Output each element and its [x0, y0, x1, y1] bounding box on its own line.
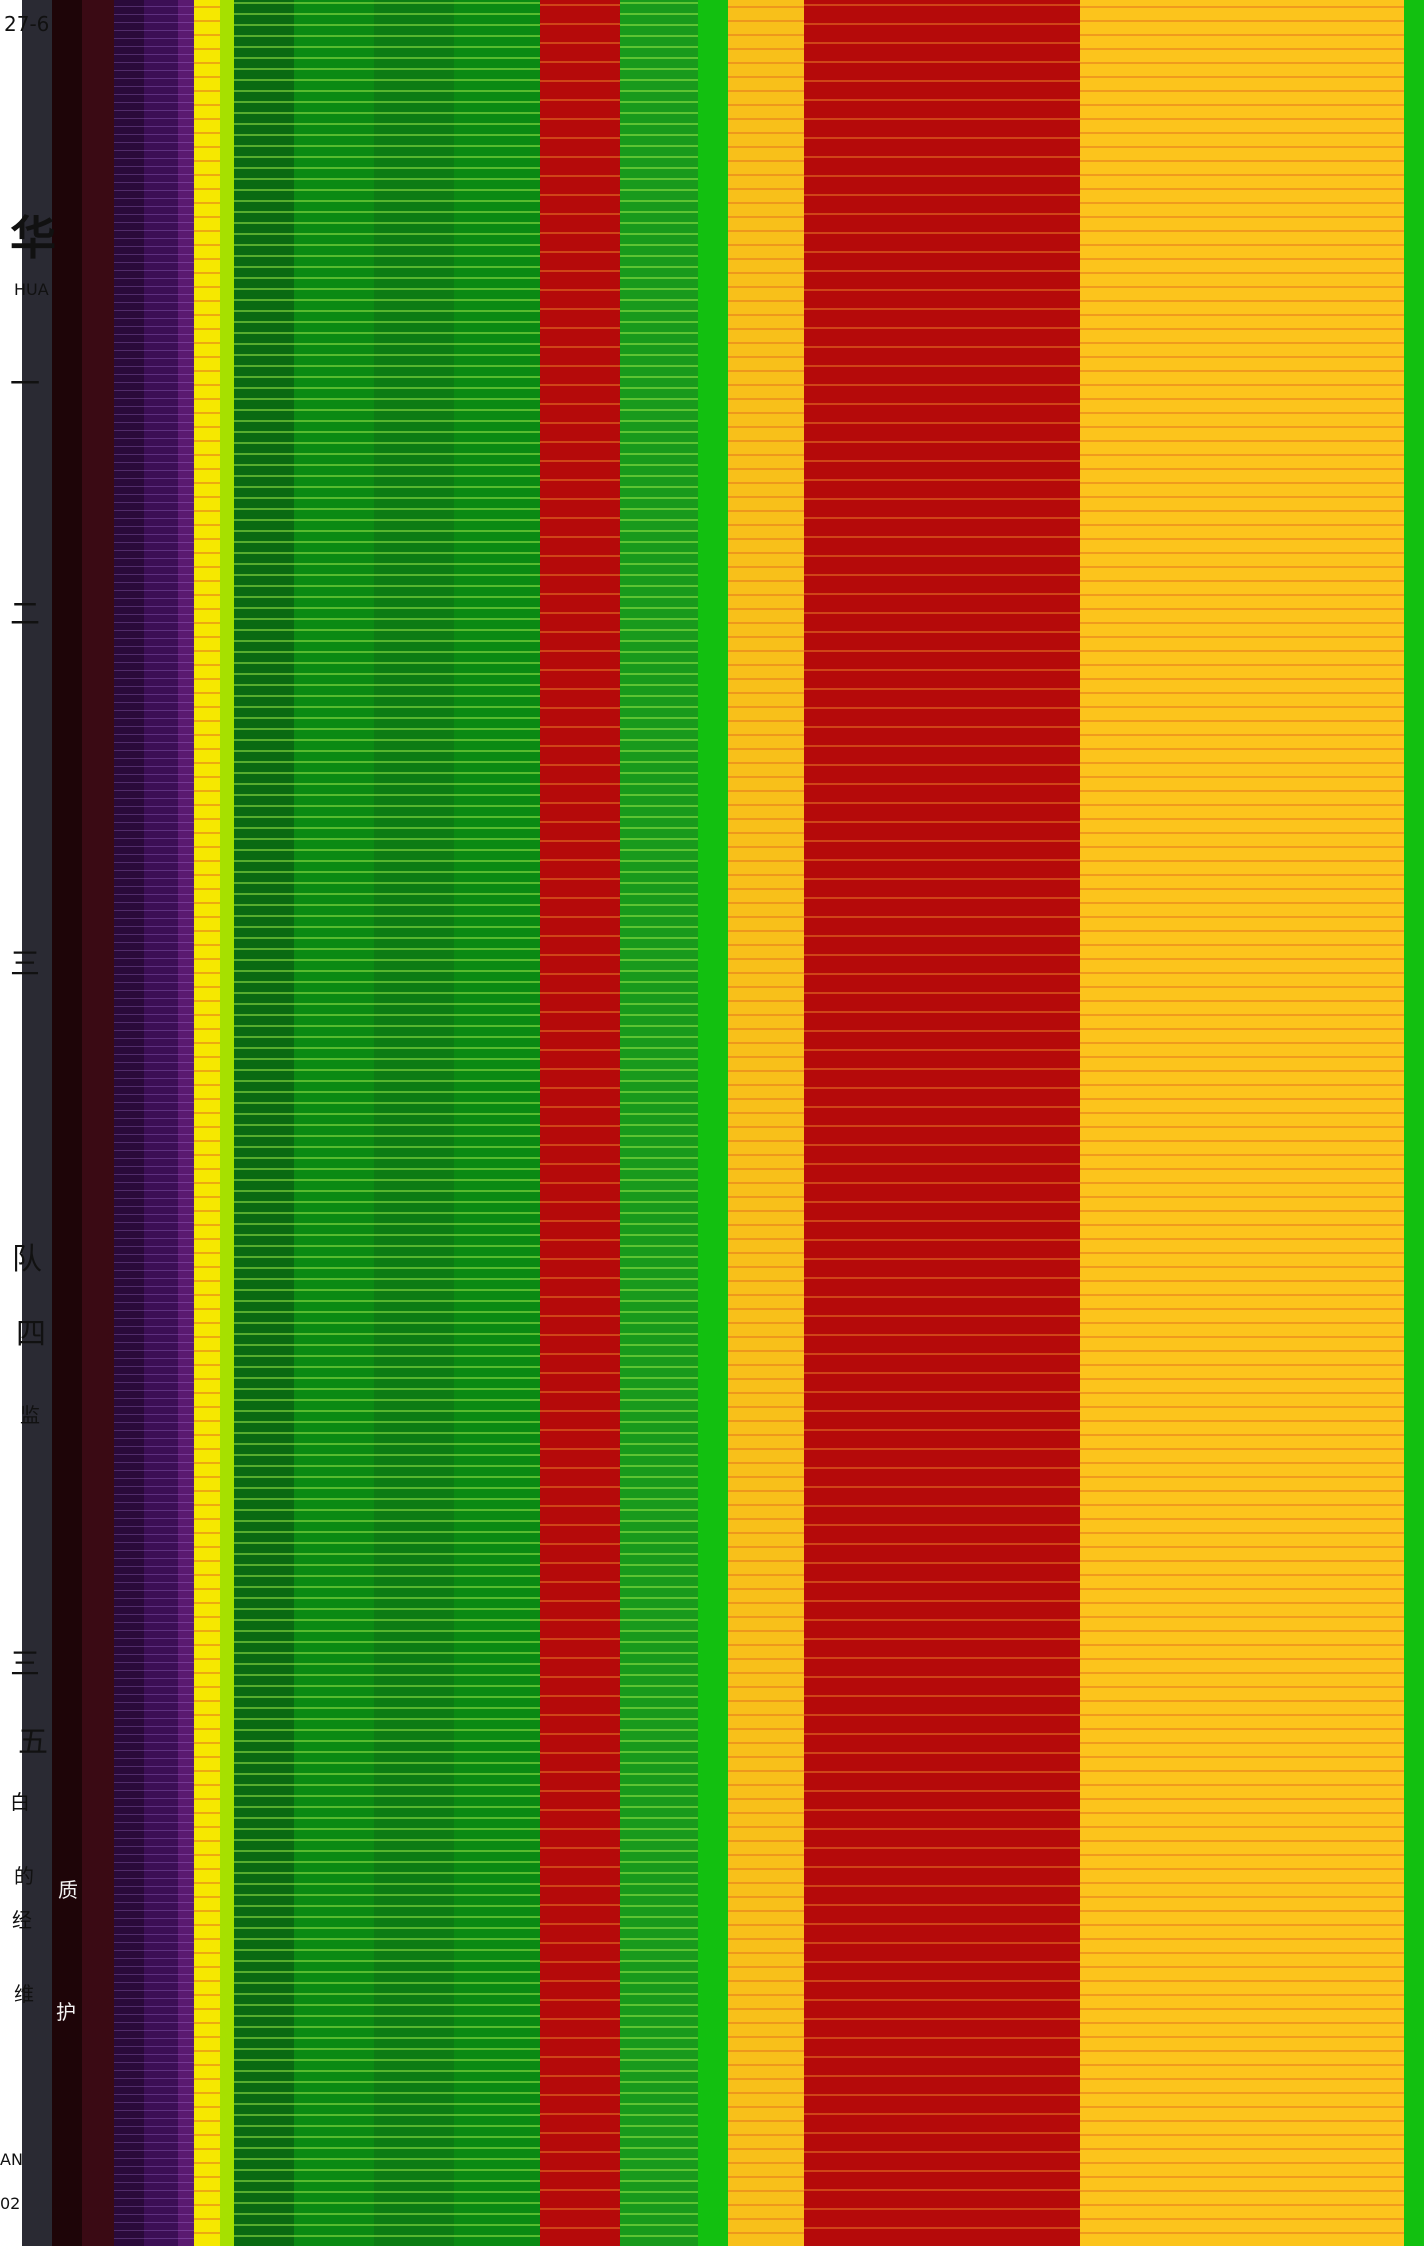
band-violet [178, 0, 194, 2246]
heading-five-fragment: 五 [18, 1725, 48, 1760]
band-green-mid [620, 0, 698, 2246]
label-hua-fragment: HUA [14, 280, 49, 299]
band-red-wide [804, 0, 1080, 2246]
cjk-dui-fragment: 队 [12, 1242, 42, 1277]
heading-one-fragment: 一 [10, 367, 40, 402]
band-green-a [294, 0, 374, 2246]
band-amber-a [728, 0, 804, 2246]
title-cjk-fragment: 华 [10, 211, 56, 265]
band-red-narrow [540, 0, 620, 2246]
band-green-dark [234, 0, 294, 2246]
band-dark-gray [22, 0, 52, 2246]
band-lime [220, 0, 234, 2246]
band-yellow [194, 0, 220, 2246]
band-green-b [374, 0, 454, 2246]
heading-four-fragment: 四 [16, 1317, 46, 1352]
band-green-bright [698, 0, 728, 2246]
band-purple-dark [114, 0, 144, 2246]
cjk-jing-fragment: 经 [12, 1908, 32, 1932]
band-amber-b [1080, 0, 1404, 2246]
heading-three-fragment: 三 [10, 947, 40, 982]
bottom-an-fragment: AN [0, 2150, 23, 2169]
cjk-wei-fragment: 维 [14, 1982, 34, 2006]
heading-two-fragment: 二 [10, 597, 40, 632]
band-left-margin [0, 0, 22, 2246]
cjk-bai-fragment: 白 [10, 1790, 30, 1814]
band-maroon [82, 0, 114, 2246]
cjk-de-fragment: 的 [14, 1864, 34, 1888]
band-green-c [454, 0, 540, 2246]
top-date-fragment: 27-6 [4, 12, 50, 36]
cjk-jian-fragment: 监 [20, 1403, 40, 1427]
band-right-green-edge [1404, 0, 1424, 2246]
band-purple [144, 0, 178, 2246]
bottom-02-fragment: 02 [0, 2194, 21, 2213]
band-maroon-dark [52, 0, 82, 2246]
cjk-hu-fragment: 护 [56, 2000, 76, 2024]
cjk-zhi-fragment: 质 [58, 1878, 78, 1902]
heading-three-b-fragment: 三 [10, 1647, 40, 1682]
